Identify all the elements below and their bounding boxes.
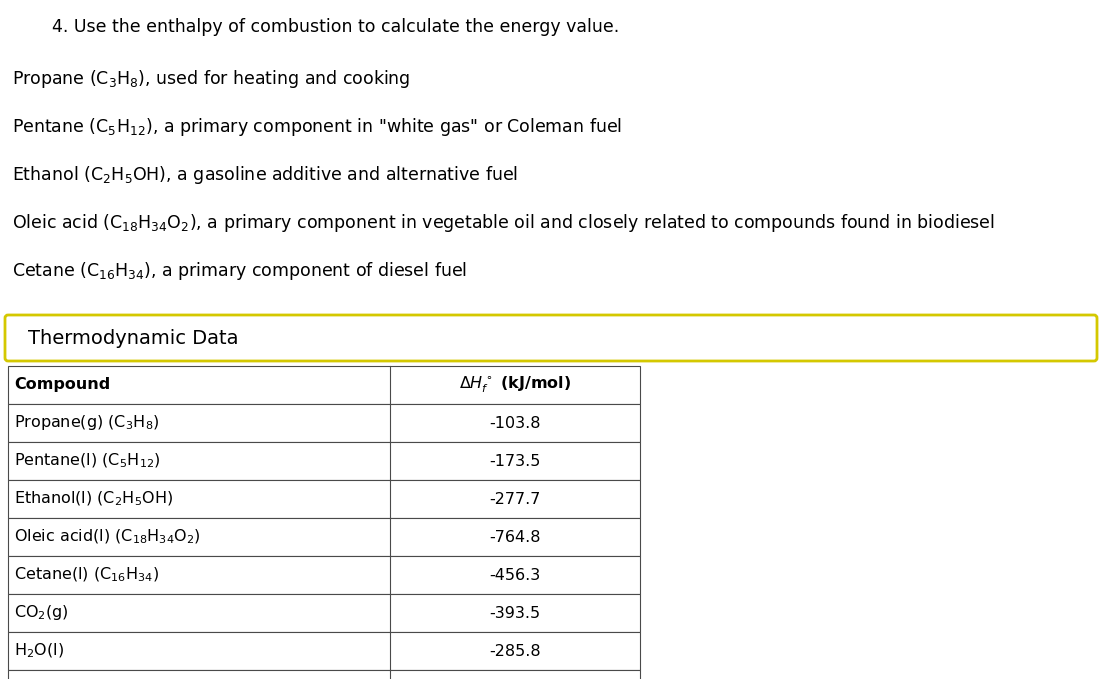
Text: Thermodynamic Data: Thermodynamic Data [28,329,238,348]
Text: $\Delta H_f^\circ$ (kJ/mol): $\Delta H_f^\circ$ (kJ/mol) [458,375,571,395]
Text: Ethanol(l) (C$_2$H$_5$OH): Ethanol(l) (C$_2$H$_5$OH) [14,490,173,508]
Text: Pentane (C$_5$H$_{12}$), a primary component in "white gas" or Coleman fuel: Pentane (C$_5$H$_{12}$), a primary compo… [12,116,623,138]
Text: Oleic acid(l) (C$_{18}$H$_{34}$O$_2$): Oleic acid(l) (C$_{18}$H$_{34}$O$_2$) [14,528,201,546]
Text: 4. Use the enthalpy of combustion to calculate the energy value.: 4. Use the enthalpy of combustion to cal… [30,18,619,36]
Bar [8,366,640,404]
Bar [8,518,640,556]
Text: Pentane(l) (C$_5$H$_{12}$): Pentane(l) (C$_5$H$_{12}$) [14,452,161,470]
Bar [8,442,640,480]
Text: Ethanol (C$_2$H$_5$OH), a gasoline additive and alternative fuel: Ethanol (C$_2$H$_5$OH), a gasoline addit… [12,164,518,186]
Bar [8,632,640,670]
Text: -277.7: -277.7 [489,492,541,507]
Text: -103.8: -103.8 [489,416,541,430]
Text: H$_2$O(l): H$_2$O(l) [14,642,64,660]
Bar [8,480,640,518]
Bar [8,404,640,442]
FancyBboxPatch shape [6,315,1096,361]
Text: -285.8: -285.8 [489,644,541,659]
Text: -456.3: -456.3 [489,568,541,583]
Text: Compound: Compound [14,378,110,392]
Text: -393.5: -393.5 [489,606,541,621]
Bar [8,594,640,632]
Text: CO$_2$(g): CO$_2$(g) [14,604,68,623]
Text: Propane (C$_3$H$_8$), used for heating and cooking: Propane (C$_3$H$_8$), used for heating a… [12,68,410,90]
Text: Cetane(l) (C$_{16}$H$_{34}$): Cetane(l) (C$_{16}$H$_{34}$) [14,566,159,584]
Text: -173.5: -173.5 [489,454,541,469]
Text: Oleic acid (C$_{18}$H$_{34}$O$_2$), a primary component in vegetable oil and clo: Oleic acid (C$_{18}$H$_{34}$O$_2$), a pr… [12,212,995,234]
Bar [8,670,640,679]
Bar [8,556,640,594]
Text: -764.8: -764.8 [489,530,541,545]
Text: Cetane (C$_{16}$H$_{34}$), a primary component of diesel fuel: Cetane (C$_{16}$H$_{34}$), a primary com… [12,260,467,282]
Text: Propane(g) (C$_3$H$_8$): Propane(g) (C$_3$H$_8$) [14,414,160,433]
